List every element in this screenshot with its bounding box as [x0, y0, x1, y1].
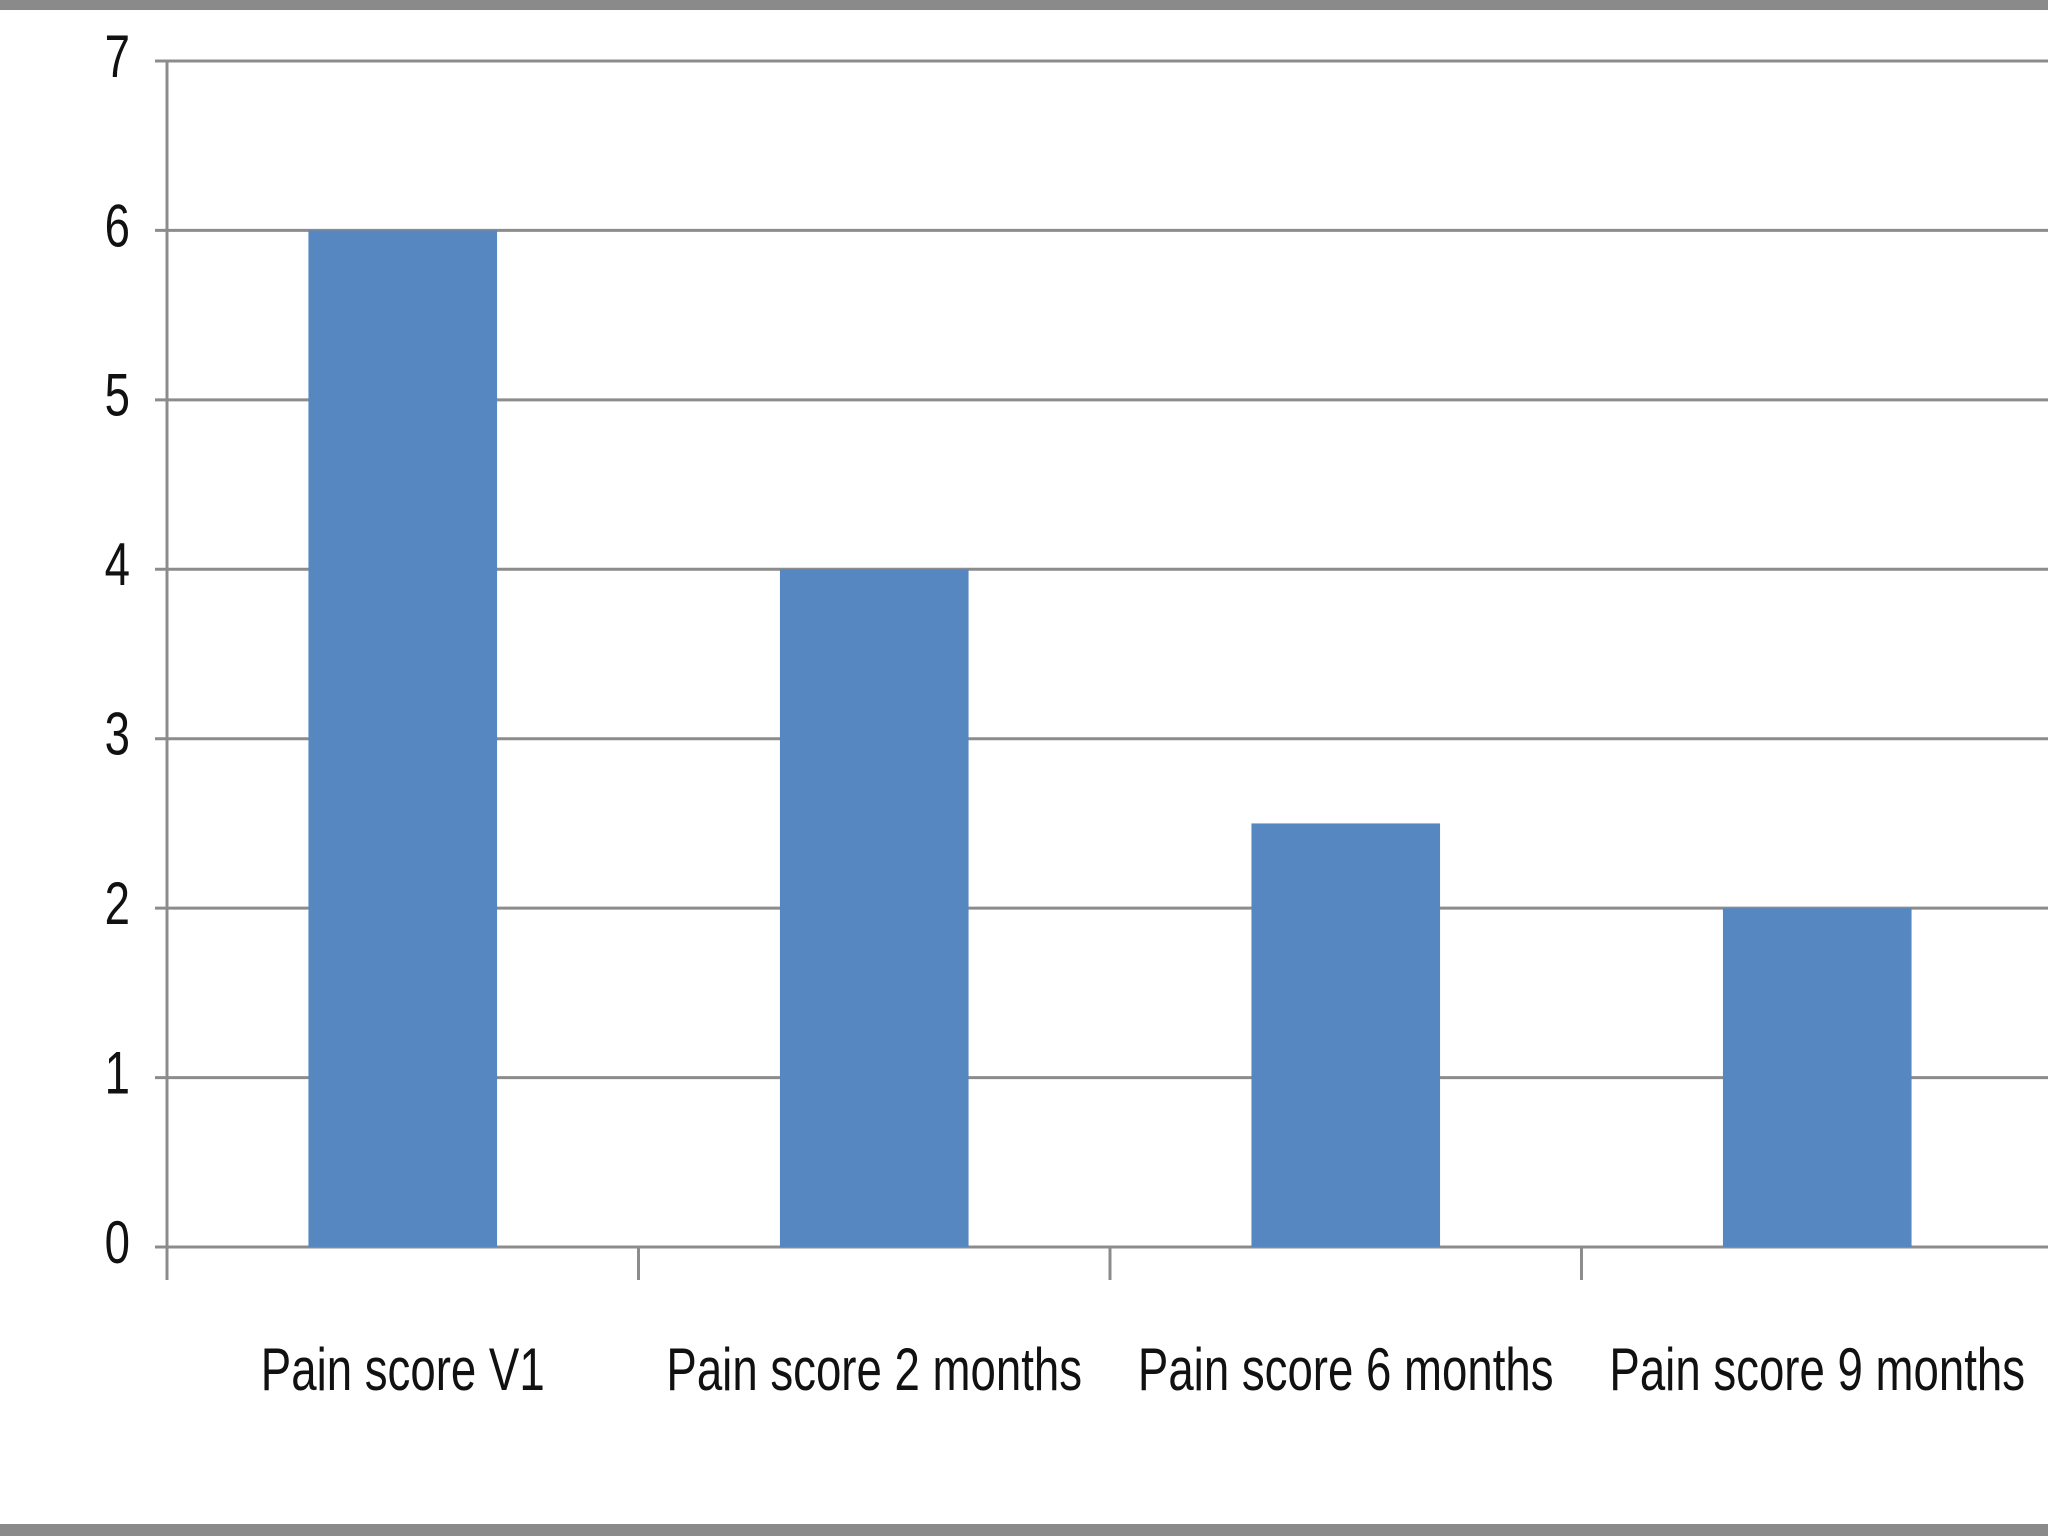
bar	[779, 569, 969, 1247]
y-tick-label: 2	[105, 870, 130, 937]
y-tick-label: 4	[105, 531, 130, 598]
bar	[1251, 823, 1441, 1247]
bar	[308, 230, 498, 1247]
bar	[1722, 908, 1912, 1247]
x-tick-label: Pain score 6 months	[1138, 1336, 1554, 1403]
y-tick-label: 7	[105, 23, 130, 90]
y-tick-label: 5	[105, 362, 130, 429]
y-tick-label: 6	[105, 192, 130, 259]
x-tick-label: Pain score V1	[261, 1336, 545, 1403]
top-border	[0, 0, 2048, 10]
x-tick-label: Pain score 9 months	[1609, 1336, 2025, 1403]
bottom-border	[0, 1524, 2048, 1536]
y-tick-label: 3	[105, 701, 130, 768]
x-tick-label: Pain score 2 months	[666, 1336, 1082, 1403]
y-tick-label: 1	[105, 1039, 130, 1106]
y-tick-label: 0	[105, 1209, 130, 1276]
